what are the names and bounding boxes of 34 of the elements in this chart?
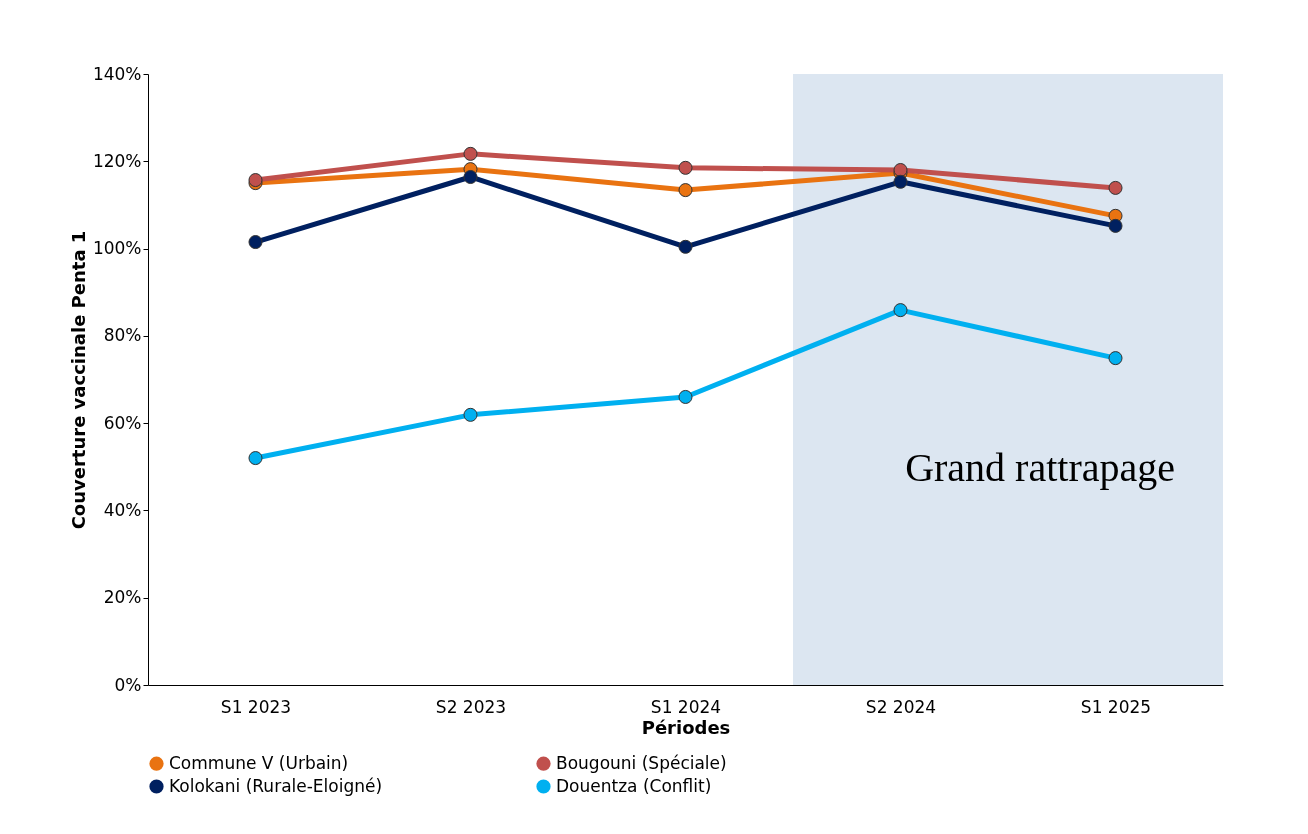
- legend-label: Kolokani (Rurale-Eloigné): [169, 775, 383, 796]
- y-tick-label: 100%: [92, 238, 142, 259]
- y-tick-label: 140%: [92, 63, 142, 84]
- legend-label: Bougouni (Spéciale): [556, 752, 727, 773]
- point: [248, 235, 263, 250]
- y-tick-label: 0%: [114, 674, 142, 695]
- x-tick-label: S1 2024: [650, 696, 722, 717]
- x-tick-label: S1 2025: [1080, 696, 1152, 717]
- y-tick-label: 40%: [103, 499, 142, 520]
- legend-label: Douentza (Conflit): [556, 775, 712, 796]
- x-axis-title: Périodes: [641, 716, 731, 738]
- legend-label: Commune V (Urbain): [169, 752, 349, 773]
- point: [678, 183, 693, 198]
- y-tick-label: 20%: [103, 587, 142, 608]
- band-label: Grand rattrapage: [905, 445, 1175, 490]
- y-tick-label: 60%: [103, 412, 142, 433]
- y-axis-title: Couverture vaccinale Penta 1: [67, 230, 89, 530]
- point: [1108, 180, 1123, 195]
- point: [893, 174, 908, 189]
- point: [1108, 351, 1123, 366]
- point: [463, 146, 478, 161]
- y-tick-label: 80%: [103, 325, 142, 346]
- point: [463, 407, 478, 422]
- x-tick-label: S2 2024: [865, 696, 937, 717]
- point: [678, 160, 693, 175]
- x-tick-label: S2 2023: [435, 696, 507, 717]
- point: [678, 239, 693, 254]
- y-tick-label: 120%: [92, 150, 142, 171]
- point: [893, 303, 908, 318]
- point: [678, 389, 693, 404]
- point: [1108, 218, 1123, 233]
- point: [248, 451, 263, 466]
- x-tick-label: S1 2023: [220, 696, 292, 717]
- point: [463, 169, 478, 184]
